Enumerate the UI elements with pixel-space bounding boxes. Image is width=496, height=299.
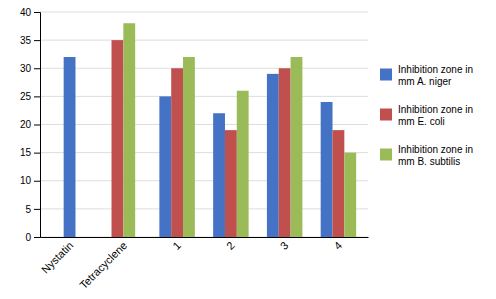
tick-label: 0 — [25, 232, 31, 243]
bar — [213, 113, 225, 237]
legend-label: Inhibition zone inmm A. niger — [398, 64, 473, 87]
x-axis: NystatinTetracyclene 1 2 3 4 — [39, 238, 369, 292]
tick-mark — [34, 237, 40, 238]
bar — [64, 57, 76, 237]
tick-label: 20 — [20, 119, 32, 130]
bar — [321, 102, 333, 237]
tick-label: 15 — [20, 147, 32, 158]
tick-mark — [34, 181, 40, 182]
tick-label: 25 — [20, 91, 32, 102]
tick: 30 — [20, 63, 40, 74]
tick-label: 35 — [20, 35, 32, 46]
tick: 40 — [20, 7, 40, 18]
bars — [64, 23, 357, 237]
tick-label: Nystatin — [39, 239, 76, 276]
grid-line — [40, 152, 368, 153]
grid-line — [40, 208, 368, 209]
grid-line — [40, 40, 368, 41]
legend-swatch — [380, 109, 392, 121]
bar — [237, 91, 249, 237]
tick-mark — [34, 125, 40, 126]
y-axis: 0 5 10 15 20 25 30 35 40 — [20, 7, 41, 243]
plot: 0 5 10 15 20 25 30 35 40 NystatinTetracyclene 1 2 3 4 — [20, 7, 369, 292]
tick-mark — [34, 153, 40, 154]
grid-line — [40, 96, 368, 97]
legend-swatch — [380, 69, 392, 81]
bar — [225, 130, 237, 237]
bar — [159, 96, 171, 237]
tick: Tetracyclene — [77, 239, 129, 291]
tick: 3 — [278, 239, 291, 252]
tick: 0 — [25, 232, 40, 243]
tick: 35 — [20, 35, 40, 46]
grid — [40, 12, 368, 237]
tick-label: 40 — [20, 7, 32, 18]
tick: 15 — [20, 147, 40, 158]
bar — [344, 153, 356, 237]
legend: Inhibition zone inmm A. niger Inhibition … — [380, 64, 473, 167]
axis-line — [41, 237, 369, 238]
grid-line — [40, 12, 368, 13]
tick-mark — [34, 96, 40, 97]
legend-swatch — [380, 149, 392, 161]
tick: 20 — [20, 119, 40, 130]
legend-entry: Inhibition zone inmm B. subtilis — [380, 144, 473, 167]
bar — [183, 57, 195, 237]
legend-entry: Inhibition zone inmm A. niger — [380, 64, 473, 87]
tick: 25 — [20, 91, 40, 102]
tick: Nystatin — [39, 239, 76, 276]
tick-label: 30 — [20, 63, 32, 74]
legend-label: Inhibition zone inmm B. subtilis — [398, 144, 473, 167]
tick-mark — [34, 209, 40, 210]
axis-line — [34, 13, 41, 238]
tick-label: 3 — [278, 239, 291, 252]
grid-line — [40, 124, 368, 125]
bar — [123, 23, 135, 237]
bar — [291, 57, 303, 237]
tick-label: 10 — [20, 175, 32, 186]
tick: 5 — [25, 204, 40, 215]
grid-line — [40, 68, 368, 69]
bar — [279, 68, 291, 237]
grid-line — [40, 237, 368, 238]
chart: 0 5 10 15 20 25 30 35 40 NystatinTetracyclene 1 2 3 4… — [0, 0, 496, 299]
tick-mark — [34, 12, 40, 13]
tick: 2 — [224, 239, 237, 252]
tick-label: 2 — [224, 239, 237, 252]
tick: 4 — [331, 239, 344, 252]
legend-label: Inhibition zone inmm E. coli — [398, 104, 473, 127]
grid-line — [40, 180, 368, 181]
tick-label: 5 — [25, 204, 31, 215]
tick: 10 — [20, 175, 40, 186]
bar — [267, 74, 279, 237]
legend-entry: Inhibition zone inmm E. coli — [380, 104, 473, 127]
tick-mark — [34, 68, 40, 69]
bar — [171, 68, 183, 237]
tick: 1 — [170, 239, 183, 252]
bar — [112, 40, 124, 237]
tick-label: Tetracyclene — [77, 239, 129, 291]
tick-label: 4 — [331, 239, 344, 252]
tick-label: 1 — [170, 239, 183, 252]
bar — [333, 130, 345, 237]
tick-mark — [34, 40, 40, 41]
